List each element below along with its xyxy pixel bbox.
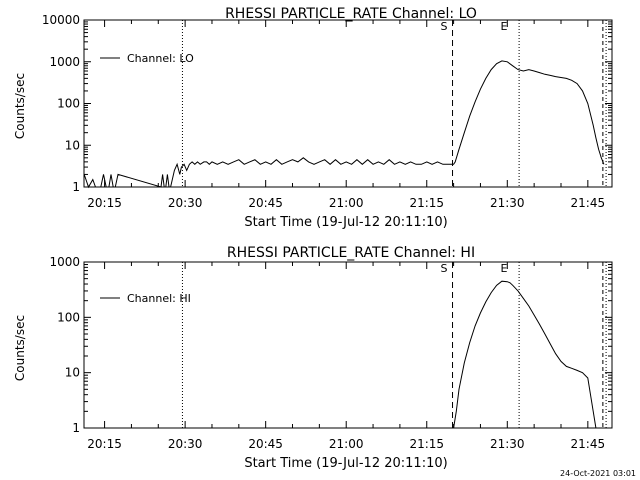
- y-tick-label: 100: [57, 97, 80, 111]
- legend-hi: Channel: HI: [100, 292, 191, 305]
- plot-frame-hi: [83, 261, 613, 429]
- y-tick-label: 1: [72, 421, 80, 435]
- marker-s-hi: S: [441, 262, 448, 275]
- reference-lines-lo: [181, 20, 607, 187]
- y-tick-label: 10000: [42, 13, 80, 27]
- x-tick-label: 20:30: [168, 437, 203, 451]
- marker-e-hi: E: [501, 262, 508, 275]
- x-axis-label-lo: Start Time (19-Jul-12 20:11:10): [244, 215, 447, 230]
- marker-label-e-lo: E: [501, 20, 508, 33]
- legend-label-hi: Channel: HI: [127, 292, 191, 305]
- axis-ticks-lo: 20:15 20:30 20:45 21:00 21:15 21:30 21:45 1 10 10…: [42, 13, 612, 210]
- reference-lines-hi: [181, 262, 607, 428]
- legend-lo: Channel: LO: [100, 52, 194, 65]
- x-tick-label: 20:15: [87, 437, 122, 451]
- chart-title-lo: RHESSI PARTICLE_RATE Channel: LO: [225, 6, 477, 22]
- x-axis-label-hi: Start Time (19-Jul-12 20:11:10): [244, 456, 447, 471]
- x-tick-label: 21:30: [490, 437, 525, 451]
- y-tick-label: 1000: [49, 55, 80, 69]
- y-tick-label: 1000: [49, 255, 80, 269]
- x-tick-label: 20:45: [248, 196, 283, 210]
- y-axis-label-lo: Counts/sec: [13, 73, 27, 139]
- x-tick-label: 21:15: [409, 437, 444, 451]
- y-axis-label-hi: Counts/sec: [13, 315, 27, 381]
- marker-s-lo: S: [441, 20, 448, 33]
- x-tick-label: 21:00: [329, 196, 364, 210]
- footer-timestamp: 24-Oct-2021 03:01: [560, 469, 636, 478]
- y-tick-label: 10: [65, 366, 80, 380]
- legend-label-lo: Channel: LO: [127, 52, 194, 65]
- x-tick-label: 21:30: [490, 196, 525, 210]
- panel-hi: RHESSI PARTICLE_RATE Channel: HI Counts/…: [13, 245, 613, 471]
- y-tick-label: 10: [65, 138, 80, 152]
- marker-label-s-lo: S: [441, 20, 448, 33]
- marker-e-lo: E: [501, 20, 508, 33]
- x-tick-label: 20:15: [87, 196, 122, 210]
- series-line-hi: [453, 280, 597, 429]
- x-tick-label: 20:30: [168, 196, 203, 210]
- series-line-lo: [83, 60, 605, 189]
- x-tick-label: 20:45: [248, 437, 283, 451]
- y-tick-label: 1: [72, 180, 80, 194]
- x-tick-label: 21:45: [571, 196, 606, 210]
- x-tick-label: 21:00: [329, 437, 364, 451]
- chart-title-hi: RHESSI PARTICLE_RATE Channel: HI: [227, 245, 475, 261]
- x-tick-label: 21:15: [409, 196, 444, 210]
- marker-label-e-hi: E: [501, 262, 508, 275]
- axis-ticks-hi: 20:15 20:30 20:45 21:00 21:15 21:30 21:45 1 10 10…: [49, 255, 612, 451]
- marker-label-s-hi: S: [441, 262, 448, 275]
- y-tick-label: 100: [57, 310, 80, 324]
- x-tick-label: 21:45: [571, 437, 606, 451]
- panel-lo: RHESSI PARTICLE_RATE Channel: LO Counts/…: [13, 6, 613, 230]
